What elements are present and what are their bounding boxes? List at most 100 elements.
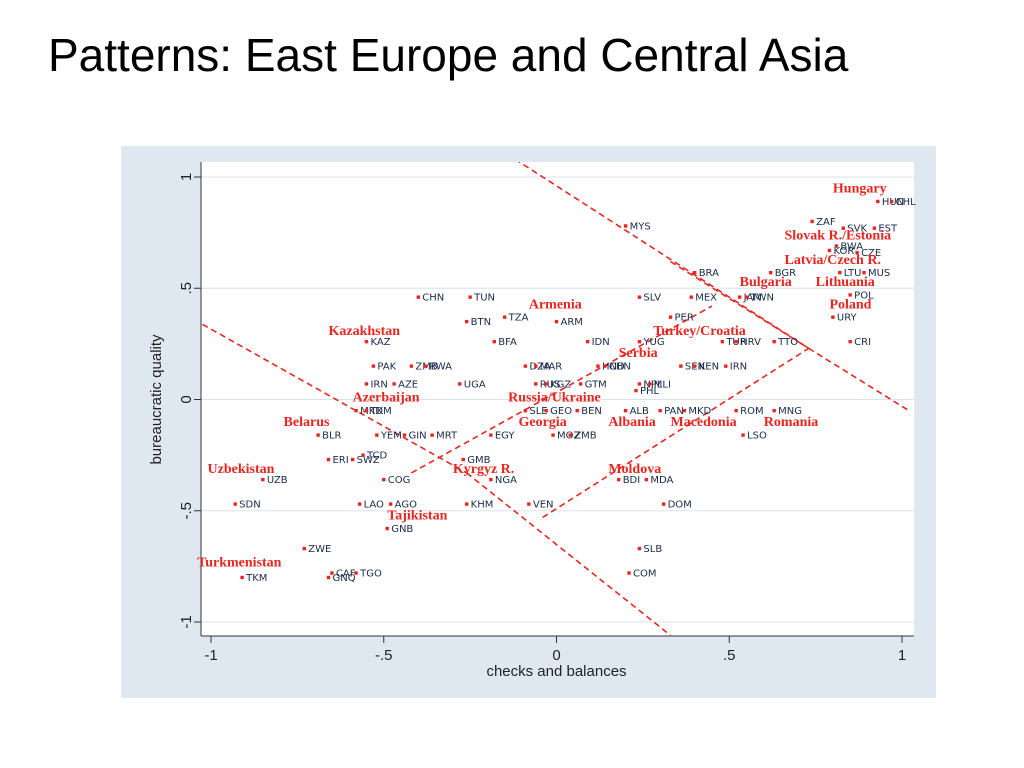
data-point [872, 226, 877, 230]
point-label: MLI [654, 379, 671, 390]
data-point [523, 364, 528, 368]
point-label: MYS [630, 221, 651, 232]
point-label: HRV [740, 337, 761, 348]
data-point [603, 364, 607, 368]
point-label: TWN [750, 293, 774, 304]
region-label: Bulgaria [740, 275, 792, 290]
point-label: KEN [699, 362, 719, 373]
boundary-lines [201, 162, 910, 636]
data-points: HUNCHLZAFSVKESTBWAKORCZEBRABGRLTUMUSSLVM… [233, 197, 916, 584]
data-point [330, 571, 334, 575]
point-label: PAK [377, 362, 396, 373]
region-label: Moldova [608, 462, 661, 477]
point-label: BRA [699, 268, 719, 279]
boundary-line [517, 162, 810, 349]
data-point [527, 502, 531, 506]
data-point [430, 433, 434, 437]
point-label: IRN [730, 362, 747, 373]
data-point [637, 339, 642, 344]
data-point [693, 364, 697, 368]
data-point [364, 382, 369, 386]
data-point [848, 339, 852, 344]
point-label: UGA [464, 379, 486, 390]
region-label: Turkey/Croatia [653, 324, 746, 339]
point-label: ZWE [308, 544, 331, 555]
data-point [392, 382, 396, 386]
point-label: DOM [668, 500, 692, 511]
data-point [772, 339, 776, 344]
data-point [364, 339, 369, 344]
point-label: CZE [861, 248, 881, 259]
x-axis-title: checks and balances [486, 663, 626, 680]
data-point [326, 457, 331, 462]
point-label: YEM [380, 431, 402, 442]
point-label: BWA [840, 241, 863, 252]
data-point [464, 502, 469, 506]
point-label: MAR [540, 362, 562, 373]
point-label: GIN [408, 431, 426, 442]
data-point [637, 546, 642, 551]
point-label: MRT [436, 431, 458, 442]
data-point [734, 339, 738, 344]
region-label: Albania [608, 415, 655, 430]
point-label: MEX [695, 293, 717, 304]
region-label: Hungary [833, 182, 887, 197]
y-axis-title: bureaucratic quality [148, 334, 165, 465]
point-label: SDN [239, 500, 261, 511]
x-tick-label: 1 [898, 647, 906, 664]
data-point [350, 457, 355, 462]
point-label: PAN [664, 406, 684, 417]
data-point [240, 575, 244, 580]
data-point [772, 408, 776, 413]
x-tick-label: .5 [723, 647, 736, 664]
data-point [544, 382, 548, 386]
data-point [693, 270, 697, 275]
point-label: CHN [422, 293, 444, 304]
data-point [810, 219, 814, 224]
region-label: Kyrgyz R. [453, 462, 514, 477]
data-point [827, 248, 832, 253]
data-point [492, 339, 497, 344]
data-point [261, 477, 265, 482]
data-point [585, 339, 590, 344]
data-point [523, 408, 528, 413]
data-point [724, 364, 728, 368]
axes: -1 -.5 0 .5 1 -1 -.5 0 .5 1 [178, 162, 914, 664]
point-label: SVK [847, 224, 867, 235]
point-label: ZMB [574, 431, 596, 442]
data-point [689, 295, 693, 299]
region-label: Belarus [284, 415, 330, 430]
data-point [841, 226, 845, 230]
data-point [769, 270, 773, 275]
point-label: LTU [844, 268, 862, 279]
data-point [326, 575, 331, 580]
data-point [302, 546, 306, 551]
point-label: UZB [267, 475, 288, 486]
point-label: MNG [778, 406, 802, 417]
data-point [489, 477, 493, 482]
data-point [568, 433, 573, 437]
x-tick-label: -.5 [375, 647, 393, 664]
point-label: TKM [369, 406, 391, 417]
y-tick-label: 0 [178, 395, 195, 403]
point-label: SWZ [357, 455, 380, 466]
point-label: TZA [508, 313, 529, 324]
point-label: SLB [643, 544, 662, 555]
point-label: BFA [498, 337, 517, 348]
data-point [578, 382, 583, 386]
point-label: BEN [581, 406, 602, 417]
point-label: SLV [643, 293, 661, 304]
region-label: Russia/Ukraine [508, 391, 601, 406]
data-point [720, 339, 725, 344]
data-point [423, 364, 427, 368]
point-label: JAM [743, 293, 762, 304]
point-label: NGA [495, 475, 517, 486]
region-label: Uzbekistan [208, 462, 275, 477]
point-label: KGZ [550, 379, 571, 390]
point-label: BTN [471, 317, 491, 328]
data-point [489, 433, 493, 437]
data-point [416, 295, 420, 299]
data-point [862, 270, 866, 275]
region-label: Kazakhstan [328, 324, 400, 339]
data-point [668, 315, 673, 319]
